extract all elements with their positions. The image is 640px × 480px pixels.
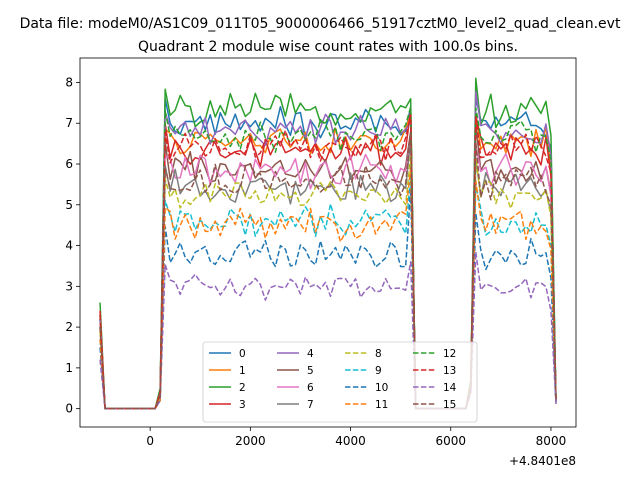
legend-label: 11: [375, 399, 388, 411]
legend-entry-14: 14: [413, 382, 457, 394]
chart-suptitle: Data file: modeM0/AS1C09_011T05_90000064…: [20, 16, 621, 32]
series-line-13: [99, 114, 557, 410]
legend-label: 0: [239, 348, 246, 360]
legend-label: 7: [307, 399, 314, 411]
plot-frame: [79, 57, 577, 428]
y-tick-label: 0: [65, 402, 73, 416]
x-tick-label: 6000: [435, 434, 466, 448]
legend-entry-3: 3: [209, 399, 246, 411]
series-line-3: [99, 110, 557, 410]
legend-entry-0: 0: [209, 348, 246, 360]
legend-box: [202, 341, 478, 423]
legend-entry-12: 12: [413, 348, 456, 360]
y-tick-label: 2: [65, 320, 73, 334]
legend-entry-2: 2: [209, 382, 246, 394]
x-tick-label: 4000: [335, 434, 366, 448]
legend-label: 1: [239, 365, 246, 377]
chart-title: Quadrant 2 module wise count rates with …: [138, 39, 518, 55]
series-line-8: [99, 155, 557, 410]
legend-label: 9: [375, 365, 382, 377]
legend-entry-8: 8: [345, 348, 382, 360]
series-line-10: [99, 187, 557, 410]
series-line-1: [99, 113, 557, 410]
series-line-14: [99, 251, 557, 410]
legend-label: 4: [307, 348, 314, 360]
legend-label: 14: [443, 382, 457, 394]
y-tick-label: 1: [65, 361, 73, 375]
legend-label: 2: [239, 382, 246, 394]
legend-entry-15: 15: [413, 399, 456, 411]
y-tick-label: 5: [65, 198, 73, 212]
y-tick-label: 7: [65, 116, 73, 130]
legend-label: 13: [443, 365, 456, 377]
legend-label: 15: [443, 399, 456, 411]
legend-entry-10: 10: [345, 382, 388, 394]
series-line-11: [99, 167, 557, 410]
x-axis-offset-label: +4.8401e8: [509, 454, 576, 468]
legend-entry-1: 1: [209, 365, 246, 377]
legend-label: 12: [443, 348, 456, 360]
legend-entry-7: 7: [277, 399, 314, 411]
series-line-12: [99, 106, 557, 410]
y-tick-label: 3: [65, 279, 73, 293]
y-tick-label: 4: [65, 239, 73, 253]
legend-label: 6: [307, 382, 314, 394]
legend-entry-11: 11: [345, 399, 388, 411]
x-tick-label: 0: [146, 434, 154, 448]
legend-entry-5: 5: [277, 365, 314, 377]
series-line-15: [99, 130, 557, 410]
legend-entry-6: 6: [277, 382, 314, 394]
series-line-9: [99, 175, 557, 410]
legend-entry-4: 4: [277, 348, 314, 360]
x-axis-ticks: 0 2000 4000 6000 8000: [146, 427, 566, 448]
series-line-6: [99, 138, 557, 410]
series-line-4: [99, 90, 557, 410]
series-layer: [99, 77, 557, 410]
y-tick-label: 6: [65, 157, 73, 171]
legend-label: 3: [239, 399, 246, 411]
legend-label: 5: [307, 365, 314, 377]
x-tick-label: 2000: [235, 434, 266, 448]
legend-entry-13: 13: [413, 365, 456, 377]
y-tick-label: 8: [65, 75, 73, 89]
x-tick-label: 8000: [536, 434, 567, 448]
legend-entry-9: 9: [345, 365, 382, 377]
y-axis-ticks: 0 1 2 3 4 5 6 7 8: [65, 75, 80, 416]
legend-label: 10: [375, 382, 388, 394]
legend-label: 8: [375, 348, 382, 360]
